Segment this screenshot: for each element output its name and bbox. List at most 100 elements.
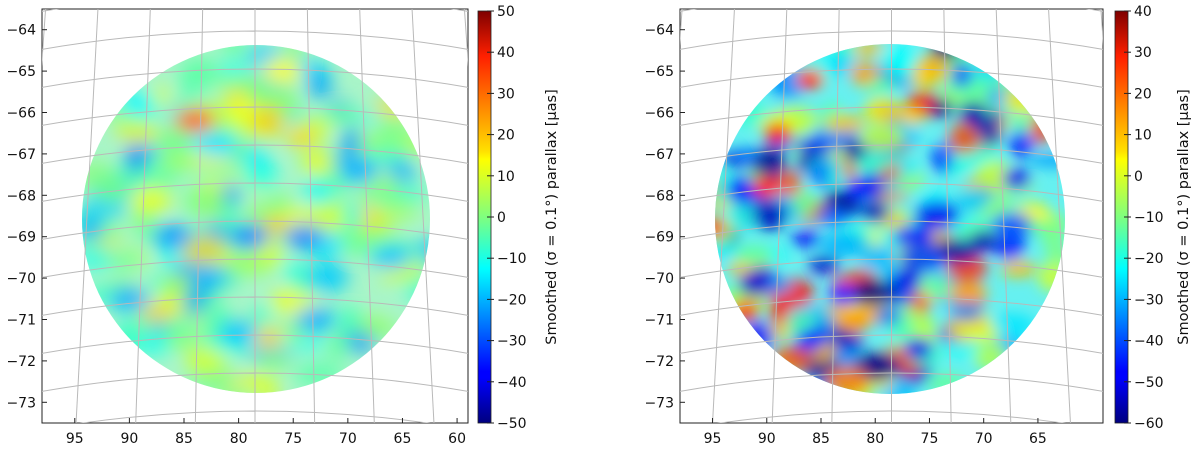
heatmap-cell [899, 242, 946, 272]
y-tick-label: −68 [644, 188, 674, 204]
y-tick-label: −73 [6, 395, 36, 411]
left-map-panel: −64 −65 −66 −67 −68 −69 −70 −71 −72 −73 95 90 85 80 7… [6, 8, 469, 447]
heatmap-cell [303, 180, 335, 206]
heatmap-cell [843, 179, 884, 202]
x-tick-label: 80 [230, 431, 248, 447]
x-tick-label: 80 [866, 431, 884, 447]
colorbar-tick-label: 30 [1134, 45, 1152, 61]
heatmap-cell [863, 97, 900, 124]
left-colorbar: 50 40 30 20 10 0 −10 −20 −30 −40 −50 Smoothed (σ =… [477, 4, 560, 432]
colorbar-tick-label: 50 [497, 4, 515, 20]
colorbar-tick-label: 40 [497, 45, 515, 61]
heatmap-feature [861, 201, 890, 222]
heatmap-cell [106, 251, 145, 268]
heatmap-cell [754, 147, 788, 178]
heatmap-feature [174, 108, 215, 133]
heatmap-feature [796, 330, 825, 351]
x-tick-label: 85 [175, 431, 193, 447]
heatmap-feature [284, 224, 325, 249]
heatmap-cell [326, 330, 350, 361]
grid-meridian [995, 9, 1012, 423]
heatmap-cell [930, 144, 954, 173]
heatmap-cell [255, 352, 292, 370]
heatmap-feature [131, 187, 172, 212]
colorbar-tick-label: −10 [497, 251, 527, 267]
heatmap-cell [182, 285, 208, 318]
heatmap-cell [823, 166, 845, 186]
x-tick-label: 70 [975, 431, 993, 447]
colorbar-tick-label: 0 [1134, 169, 1143, 185]
heatmap-cell [859, 244, 897, 271]
heatmap-cell [336, 305, 363, 335]
heatmap-feature [904, 338, 933, 359]
colorbar-tick-label: 40 [1134, 4, 1152, 20]
heatmap-cell [285, 125, 317, 148]
colorbar-tick-label: 10 [1134, 128, 1152, 144]
heatmap-cell [245, 82, 272, 107]
y-tick-label: −66 [644, 106, 674, 122]
heatmap-cell [164, 331, 202, 351]
heatmap-feature [893, 268, 922, 289]
heatmap-cell [910, 292, 932, 315]
heatmap-cell [834, 333, 865, 352]
heatmap-cell [947, 122, 982, 154]
colorbar-tick-label: −40 [497, 375, 527, 391]
grid-meridian [1048, 9, 1071, 423]
colorbar-tick-label: −20 [497, 292, 527, 308]
heatmap-cell [253, 327, 282, 349]
heatmap-cell [304, 151, 330, 173]
heatmap-cell [874, 307, 903, 326]
heatmap-feature [371, 245, 412, 270]
heatmap-cell [250, 307, 274, 323]
right-parallax-heatmap [715, 44, 1065, 394]
heatmap-cell [733, 245, 774, 265]
right-x-axis-ticks: 95 90 85 80 75 70 65 [704, 418, 1047, 447]
colorbar-tick-label: −40 [1134, 334, 1164, 350]
heatmap-cell [752, 199, 787, 232]
heatmap-feature [828, 284, 857, 305]
grid-meridian [135, 9, 151, 423]
y-tick-label: −72 [6, 354, 36, 370]
heatmap-feature [969, 230, 998, 251]
heatmap-feature [218, 319, 259, 344]
heatmap-cell [850, 278, 896, 307]
heatmap-cell [911, 67, 933, 89]
grid-meridian [771, 9, 788, 423]
heatmap-cell [777, 170, 802, 199]
heatmap-cell [219, 184, 241, 207]
heatmap-cell [93, 174, 130, 204]
grid-meridian [831, 9, 840, 423]
x-tick-label: 95 [704, 431, 722, 447]
y-tick-label: −70 [644, 271, 674, 287]
right-colorbar-ticks: 40 30 20 10 0 −10 −20 −30 −40 −50 −60 [1124, 4, 1164, 432]
grid-meridian [712, 9, 735, 423]
colorbar-tick-label: −50 [497, 416, 527, 432]
heatmap-feature [295, 307, 336, 332]
heatmap-cell [824, 114, 866, 133]
right-colorbar-label: Smoothed (σ = 0.1°) parallax [μas] [1176, 89, 1192, 345]
left-y-axis-ticks: −64 −65 −66 −67 −68 −69 −70 −71 −72 −73 [6, 23, 47, 411]
heatmap-cell [1029, 153, 1065, 168]
left-x-axis-ticks: 95 90 85 80 75 70 65 60 [66, 418, 466, 447]
heatmap-cell [949, 301, 985, 321]
grid-meridian [592, 0, 632, 443]
heatmap-cell [178, 78, 202, 95]
heatmap-cell [1011, 112, 1032, 132]
right-y-axis-ticks: −64 −65 −66 −67 −68 −69 −70 −71 −72 −73 [644, 23, 685, 411]
left-parallax-heatmap [82, 45, 430, 393]
heatmap-cell [344, 237, 365, 257]
heatmap-cell [225, 97, 258, 123]
colorbar-tick-label: 0 [497, 210, 506, 226]
colorbar-tick-label: −60 [1134, 416, 1164, 432]
y-tick-label: −70 [6, 271, 36, 287]
colorbar-tick-label: −10 [1134, 210, 1164, 226]
right-colorbar: 40 30 20 10 0 −10 −20 −30 −40 −50 −60 Smoothed (σ … [1114, 4, 1192, 432]
heatmap-feature [958, 102, 987, 123]
heatmap-cell [307, 67, 332, 100]
y-tick-label: −69 [644, 230, 674, 246]
x-tick-label: 65 [1029, 431, 1047, 447]
heatmap-cell [215, 75, 243, 92]
heatmap-feature [306, 208, 346, 233]
x-tick-label: 90 [758, 431, 776, 447]
heatmap-feature [262, 59, 303, 84]
